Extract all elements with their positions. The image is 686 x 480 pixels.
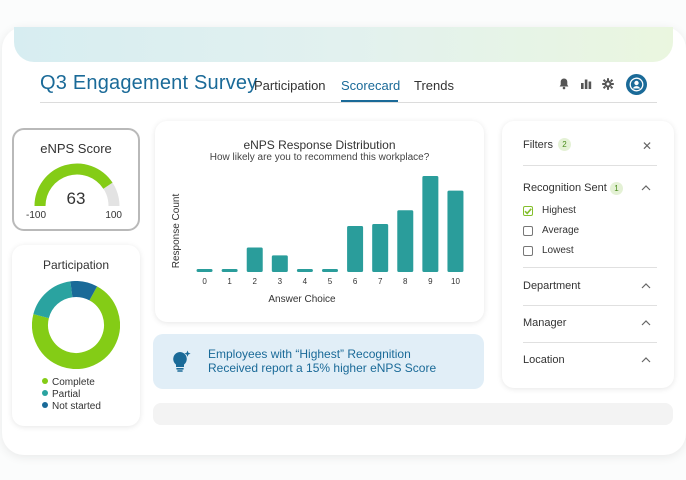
x-tick-label: 10 bbox=[451, 277, 460, 286]
checkbox[interactable] bbox=[523, 226, 533, 236]
enps-min-label: -100 bbox=[26, 210, 47, 221]
bar-chart-icon[interactable] bbox=[578, 76, 594, 92]
chart-subtitle: How likely are you to recommend this wor… bbox=[209, 152, 430, 163]
divider bbox=[523, 305, 657, 306]
filters-count-badge: 2 bbox=[558, 138, 571, 151]
divider bbox=[523, 165, 657, 166]
filter-section-department[interactable]: Department bbox=[523, 280, 581, 292]
chevron-up-icon[interactable] bbox=[641, 357, 651, 363]
filters-title: Filters bbox=[523, 139, 553, 151]
x-axis-label: Answer Choice bbox=[268, 294, 336, 305]
divider bbox=[523, 342, 657, 343]
lightbulb-sparkle-icon bbox=[173, 350, 191, 372]
bar-1 bbox=[221, 269, 238, 272]
legend-dot-complete bbox=[42, 378, 48, 385]
legend-label: Not started bbox=[52, 401, 101, 412]
x-tick-label: 3 bbox=[278, 277, 283, 286]
chevron-up-icon[interactable] bbox=[641, 185, 651, 191]
chart-title: eNPS Response Distribution bbox=[243, 138, 396, 152]
x-tick-label: 6 bbox=[353, 277, 358, 286]
chevron-up-icon[interactable] bbox=[641, 283, 651, 289]
insight-text: Employees with “Highest” Recognition Rec… bbox=[208, 347, 436, 375]
chevron-up-icon[interactable] bbox=[641, 320, 651, 326]
tab-scorecard[interactable]: Scorecard bbox=[341, 78, 401, 93]
x-tick-label: 7 bbox=[378, 277, 383, 286]
bar-4 bbox=[296, 269, 313, 272]
x-tick-label: 5 bbox=[328, 277, 333, 286]
x-tick-label: 1 bbox=[227, 277, 232, 286]
page-title: Q3 Engagement Survey bbox=[40, 72, 258, 94]
enps-max-label: 100 bbox=[105, 210, 122, 221]
filter-section-location[interactable]: Location bbox=[523, 354, 565, 366]
legend-item-complete: Complete bbox=[42, 377, 101, 389]
option-label: Highest bbox=[542, 205, 576, 216]
gear-icon[interactable] bbox=[600, 76, 616, 92]
x-tick-label: 2 bbox=[253, 277, 258, 286]
option-label: Average bbox=[542, 225, 580, 236]
user-avatar-icon[interactable] bbox=[626, 74, 647, 95]
tab-trends[interactable]: Trends bbox=[414, 78, 454, 93]
bar-10 bbox=[447, 190, 464, 272]
legend-label: Partial bbox=[52, 389, 81, 400]
legend-label: Complete bbox=[52, 377, 95, 388]
filter-section-manager[interactable]: Manager bbox=[523, 317, 567, 329]
response-distribution-card: eNPS Response Distribution How likely ar… bbox=[155, 121, 484, 322]
donut-segment-not-started bbox=[70, 281, 98, 301]
checkbox-checked[interactable] bbox=[523, 206, 533, 216]
close-icon[interactable]: ✕ bbox=[642, 139, 653, 153]
bar-0 bbox=[196, 269, 213, 272]
enps-value: 63 bbox=[66, 189, 86, 208]
recognition-count-badge: 1 bbox=[610, 182, 623, 195]
participation-donut bbox=[32, 281, 120, 369]
filters-panel: Filters 2 ✕ Recognition Sent 1 Highest A… bbox=[502, 121, 674, 388]
legend-dot-not-started bbox=[42, 402, 48, 409]
tab-participation[interactable]: Participation bbox=[254, 78, 326, 93]
x-tick-label: 0 bbox=[202, 277, 207, 286]
x-tick-label: 9 bbox=[428, 277, 433, 286]
enps-title: eNPS Score bbox=[40, 141, 112, 156]
insight-banner: Employees with “Highest” Recognition Rec… bbox=[153, 334, 484, 389]
enps-gauge-fill bbox=[34, 163, 113, 207]
legend-dot-partial bbox=[42, 390, 48, 397]
header-divider bbox=[40, 102, 657, 103]
legend-item-not-started: Not started bbox=[42, 401, 101, 413]
x-tick-label: 4 bbox=[303, 277, 308, 286]
participation-legend: Complete Partial Not started bbox=[42, 377, 101, 413]
donut-segment-partial bbox=[33, 281, 73, 319]
participation-card[interactable]: Participation Complete Partial Not start… bbox=[12, 245, 140, 426]
header-banner bbox=[14, 27, 673, 62]
bar-2 bbox=[246, 247, 263, 272]
enps-score-card[interactable]: eNPS Score 63 -100 100 bbox=[12, 128, 140, 231]
option-label: Lowest bbox=[542, 245, 574, 256]
bar-3 bbox=[271, 255, 288, 272]
bar-chart: 0 1 2 3 4 5 6 7 8 9 10 Answer Choice Response Count bbox=[171, 175, 464, 305]
divider bbox=[523, 267, 657, 268]
checkbox[interactable] bbox=[523, 246, 533, 256]
bar-8 bbox=[397, 210, 414, 272]
filter-section-recognition-sent[interactable]: Recognition Sent bbox=[523, 182, 607, 194]
bar-9 bbox=[422, 175, 439, 272]
bar-7 bbox=[372, 223, 389, 272]
legend-item-partial: Partial bbox=[42, 389, 101, 401]
bar-5 bbox=[322, 269, 338, 272]
bar-6 bbox=[347, 225, 364, 272]
donut-segment-complete bbox=[32, 286, 120, 369]
participation-title: Participation bbox=[42, 258, 110, 272]
y-axis-label: Response Count bbox=[171, 194, 182, 269]
active-tab-indicator bbox=[341, 100, 398, 102]
insight-line-1: Employees with “Highest” Recognition bbox=[208, 347, 411, 361]
bell-icon[interactable] bbox=[556, 76, 572, 92]
enps-gauge bbox=[34, 163, 120, 207]
insight-line-2: Received report a 15% higher eNPS Score bbox=[208, 361, 437, 375]
bottom-placeholder-bar bbox=[153, 403, 673, 425]
x-tick-label: 8 bbox=[403, 277, 408, 286]
